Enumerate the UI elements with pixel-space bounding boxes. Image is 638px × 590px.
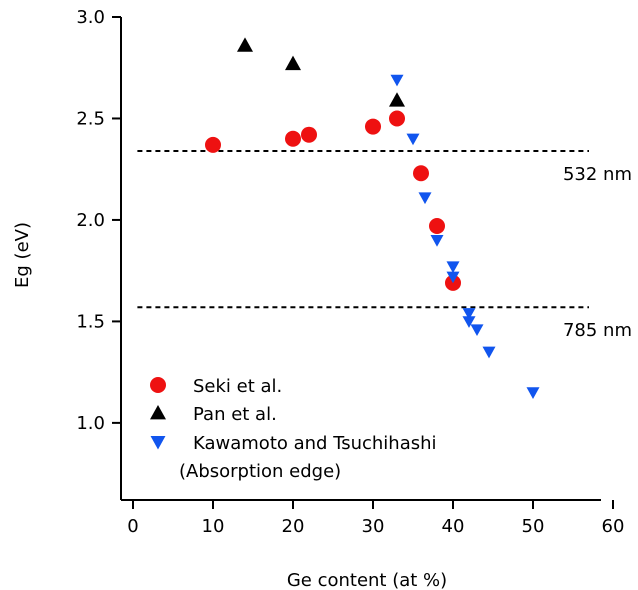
y-tick-label: 1.0 xyxy=(76,413,105,434)
data-point xyxy=(365,118,381,135)
reference-lines: 532 nm 785 nm xyxy=(137,149,632,341)
data-point xyxy=(389,92,405,107)
x-tick-label: 20 xyxy=(282,516,305,537)
legend-label-continued: (Absorption edge) xyxy=(179,461,341,482)
data-point xyxy=(446,271,460,284)
data-point xyxy=(482,346,496,359)
x-tick-label: 30 xyxy=(362,516,385,537)
data-markers xyxy=(205,37,540,399)
legend-label: Seki et al. xyxy=(193,376,282,397)
data-point xyxy=(462,308,476,320)
y-axis-title: Eg (eV) xyxy=(12,222,33,288)
data-point xyxy=(301,126,317,143)
legend-label: Pan et al. xyxy=(193,404,277,425)
data-point xyxy=(446,261,460,274)
y-tick-label: 2.5 xyxy=(76,108,105,129)
legend: Seki et al. Pan et al. Kawamoto and Tsuchi… xyxy=(150,376,437,482)
data-point xyxy=(389,110,405,127)
data-point xyxy=(285,55,301,71)
data-point xyxy=(205,136,221,153)
legend-label: Kawamoto and Tsuchihashi xyxy=(193,433,437,454)
data-point xyxy=(418,192,432,205)
data-point xyxy=(462,316,476,328)
y-tick-label: 3.0 xyxy=(76,7,105,28)
y-tick-label: 1.5 xyxy=(76,311,105,332)
data-point xyxy=(406,133,420,146)
data-point xyxy=(390,74,404,87)
legend-marker xyxy=(150,436,166,450)
data-point xyxy=(237,37,253,52)
data-point xyxy=(413,165,429,182)
y-tick-label: 2.0 xyxy=(76,210,105,231)
x-tick-label: 40 xyxy=(442,516,465,537)
legend-marker xyxy=(150,377,166,393)
data-point xyxy=(285,130,301,147)
x-tick-label: 10 xyxy=(202,516,225,537)
axes: 0 10 20 30 40 50 60 1.0 1.5 2.0 2.5 3.0 xyxy=(76,7,624,537)
data-point xyxy=(430,235,444,247)
x-tick-label: 60 xyxy=(602,516,625,537)
x-axis-title: Ge content (at %) xyxy=(287,570,447,590)
legend-marker xyxy=(150,405,166,420)
x-tick-label: 50 xyxy=(522,516,545,537)
data-point xyxy=(526,387,540,399)
data-point xyxy=(429,218,445,235)
data-point xyxy=(470,324,484,337)
x-tick-label: 0 xyxy=(127,516,138,537)
reference-line-label: 532 nm xyxy=(563,164,632,185)
reference-line-label: 785 nm xyxy=(563,320,632,341)
